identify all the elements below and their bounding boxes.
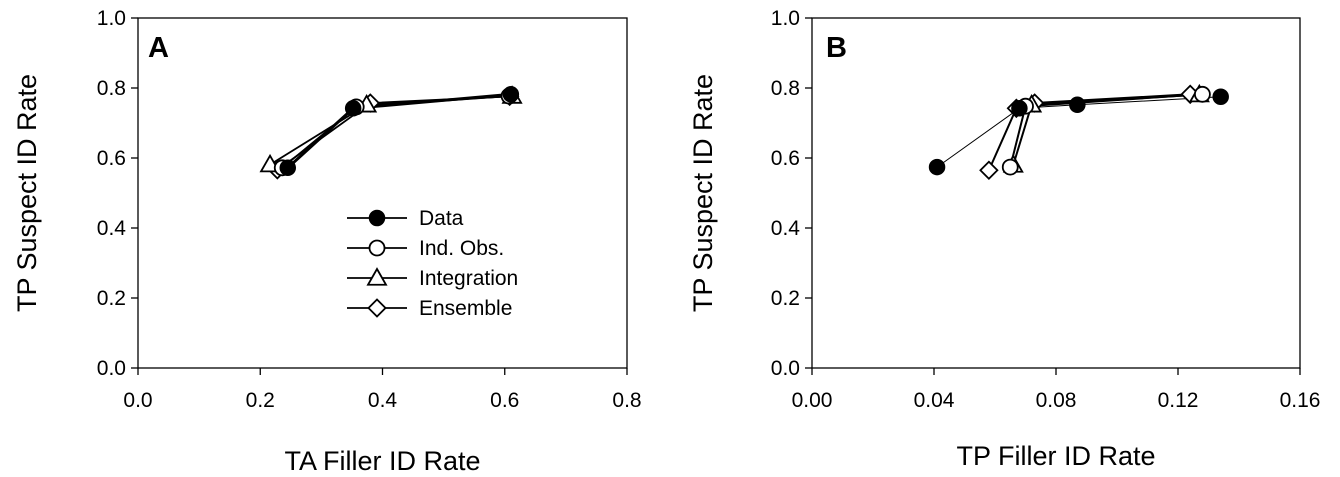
chart-panel-a: 0.0 0.2 0.4 0.6 0.8 0.0 0.2 0.4 0.6 0.8 1.0 TA Fill…	[12, 7, 642, 476]
x-axis-title: TA Filler ID Rate	[284, 446, 480, 476]
point-data	[502, 86, 520, 103]
series-line-data	[286, 92, 511, 169]
plot-frame	[811, 17, 1301, 369]
legend-label: Integration	[419, 267, 518, 290]
x-tick-label: 0.2	[246, 389, 275, 412]
point-data	[1011, 100, 1028, 117]
y-tick-label: 0.6	[771, 147, 800, 170]
legend-label: Ind. Obs.	[419, 237, 504, 260]
y-axis-title: TP Suspect ID Rate	[688, 74, 718, 312]
y-axis-title: TP Suspect ID Rate	[12, 74, 42, 312]
panel-label: B	[826, 32, 847, 64]
x-tick-label: 0.12	[1158, 389, 1199, 412]
point-ensemble	[979, 160, 999, 181]
y-tick-label: 0.6	[97, 147, 126, 170]
x-tick-label: 0.16	[1280, 389, 1321, 412]
y-tick-label: 1.0	[771, 7, 800, 30]
series-line-ensemble	[276, 95, 510, 171]
point-data	[279, 159, 297, 177]
y-tick-label: 0.8	[771, 77, 800, 100]
series-line-ind-obs	[281, 95, 510, 169]
y-tick-label: 0.0	[97, 357, 126, 380]
y-tick-label: 0.2	[97, 287, 126, 310]
panel-label: A	[148, 32, 169, 64]
point-data	[1212, 88, 1229, 105]
legend-marker	[368, 209, 386, 227]
legend-marker	[367, 298, 387, 318]
x-tick-label: 0.6	[490, 389, 519, 412]
y-tick-label: 0.4	[771, 217, 801, 240]
x-tick-label: 0.8	[612, 389, 641, 412]
x-tick-label: 0.4	[368, 389, 398, 412]
series-line-data	[936, 96, 1221, 168]
point-data	[344, 100, 362, 117]
y-tick-label: 0.2	[771, 287, 800, 310]
point-data	[1069, 96, 1086, 114]
y-tick-label: 1.0	[97, 7, 126, 30]
x-tick-label: 0.08	[1036, 389, 1077, 412]
legend-label: Data	[419, 207, 464, 230]
y-tick-label: 0.0	[771, 357, 800, 380]
point-ind-obs	[1194, 85, 1211, 103]
y-tick-label: 0.4	[97, 217, 127, 240]
plot-frame	[137, 17, 628, 369]
x-tick-label: 0.00	[792, 389, 833, 412]
x-axis-title: TP Filler ID Rate	[956, 441, 1155, 471]
y-tick-label: 0.8	[97, 77, 126, 100]
legend-label: Ensemble	[419, 297, 512, 320]
point-ind-obs	[1001, 158, 1019, 176]
legend-marker	[366, 267, 388, 286]
x-tick-label: 0.04	[914, 389, 955, 412]
point-data	[928, 158, 946, 176]
legend: Data Ind. Obs. Integration Ensemble	[347, 207, 518, 320]
x-tick-label: 0.0	[123, 389, 152, 412]
chart-panel-b: 0.00 0.04 0.08 0.12 0.16 0.0 0.2 0.4 0.6 0.8 1.0 TP…	[688, 7, 1320, 471]
legend-marker	[368, 239, 386, 257]
